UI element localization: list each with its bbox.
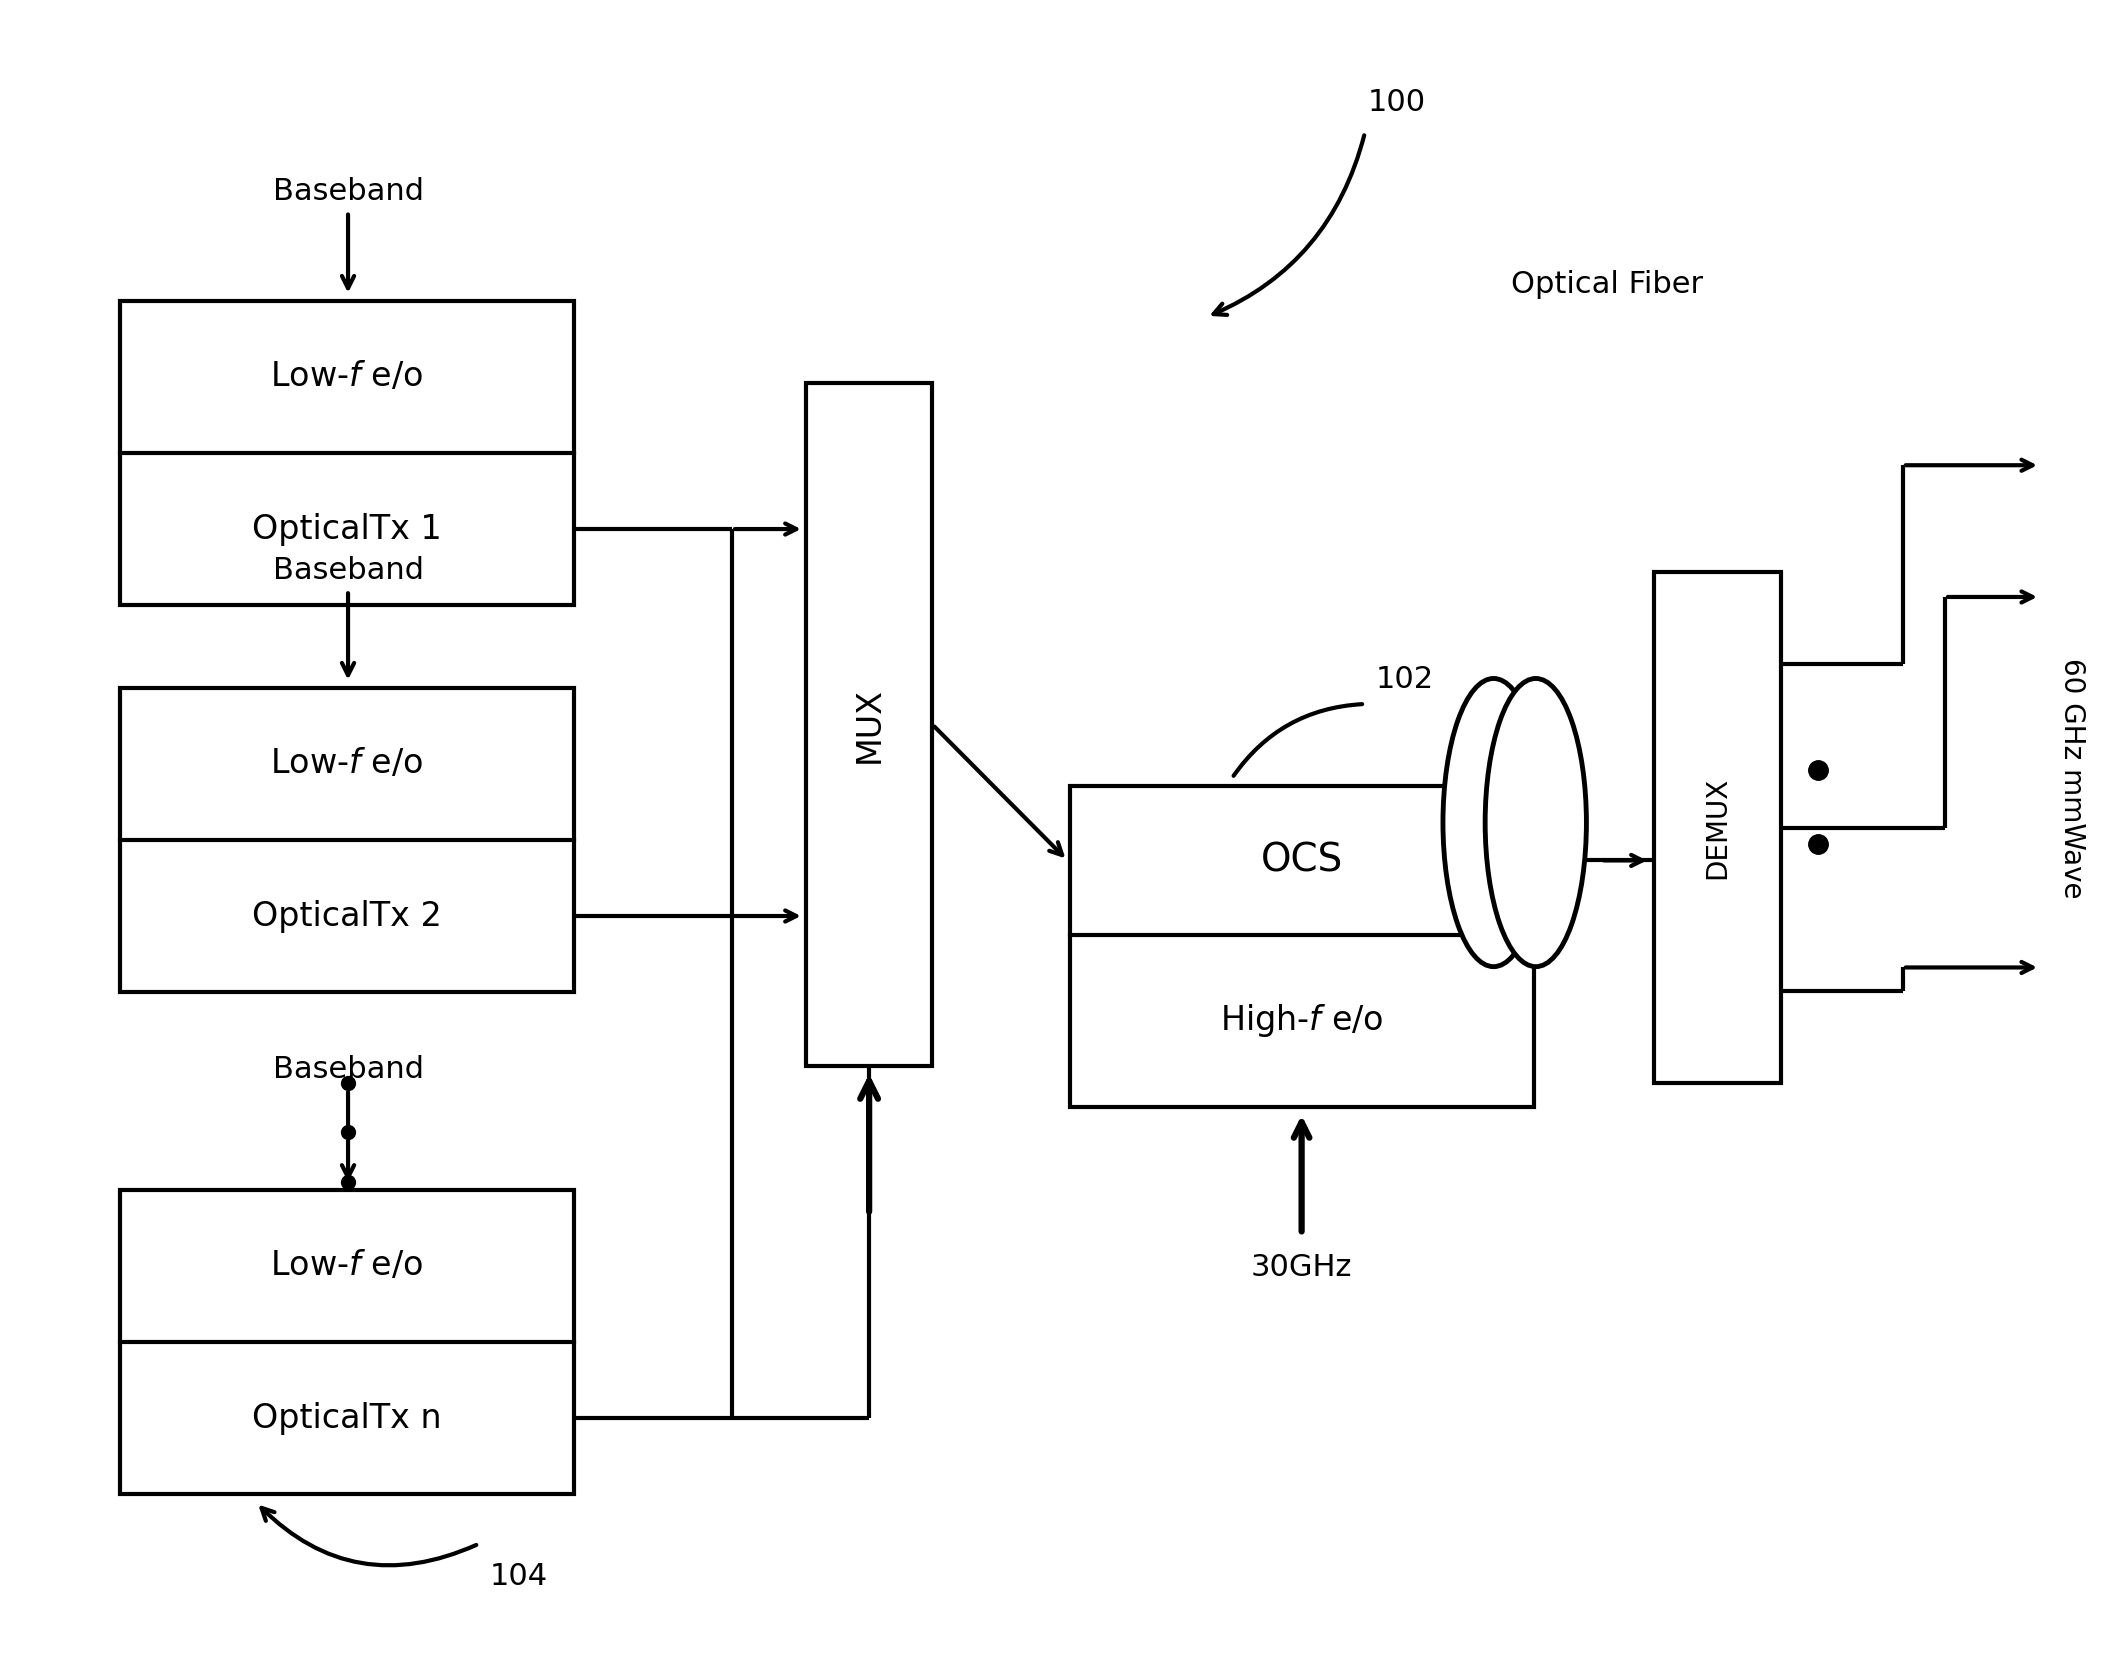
Text: 30GHz: 30GHz	[1252, 1253, 1351, 1281]
Text: Low-$f$ e/o: Low-$f$ e/o	[271, 1250, 424, 1283]
Text: OpticalTx n: OpticalTx n	[252, 1402, 443, 1435]
Text: Optical Fiber: Optical Fiber	[1512, 270, 1703, 298]
FancyBboxPatch shape	[121, 1190, 574, 1494]
Text: OpticalTx 2: OpticalTx 2	[252, 900, 443, 932]
Text: 60 GHz mmWave: 60 GHz mmWave	[2059, 657, 2086, 899]
Text: 104: 104	[489, 1562, 549, 1590]
FancyBboxPatch shape	[121, 301, 574, 606]
Text: Baseband: Baseband	[273, 1054, 424, 1084]
Text: 100: 100	[1368, 88, 1425, 118]
Ellipse shape	[1485, 679, 1586, 967]
Ellipse shape	[1442, 679, 1544, 967]
FancyBboxPatch shape	[805, 382, 932, 1066]
FancyBboxPatch shape	[121, 687, 574, 991]
Text: Baseband: Baseband	[273, 556, 424, 586]
FancyBboxPatch shape	[1070, 786, 1533, 1107]
Text: Baseband: Baseband	[273, 177, 424, 207]
Text: DEMUX: DEMUX	[1703, 776, 1730, 879]
Text: MUX: MUX	[854, 687, 885, 763]
Text: Low-$f$ e/o: Low-$f$ e/o	[271, 746, 424, 780]
FancyBboxPatch shape	[1654, 573, 1781, 1082]
Text: 102: 102	[1375, 665, 1434, 693]
Text: OCS: OCS	[1260, 841, 1343, 879]
Text: OpticalTx 1: OpticalTx 1	[252, 513, 443, 546]
Text: Low-$f$ e/o: Low-$f$ e/o	[271, 361, 424, 394]
Text: High-$f$ e/o: High-$f$ e/o	[1220, 1003, 1383, 1039]
